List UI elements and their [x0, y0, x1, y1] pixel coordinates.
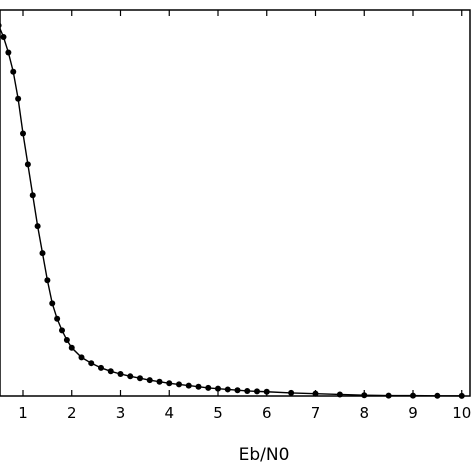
data-point: [5, 49, 12, 56]
data-point: [215, 385, 221, 392]
data-point: [195, 383, 202, 390]
x-tick-label: 10: [452, 404, 471, 422]
data-point: [224, 386, 231, 393]
data-point: [410, 392, 416, 399]
data-point: [254, 388, 260, 395]
data-point: [98, 364, 104, 371]
data-point: [117, 371, 124, 377]
data-point: [24, 161, 31, 168]
data-point: [176, 381, 182, 388]
series-points: [0, 22, 465, 399]
x-tick-label: 8: [359, 404, 369, 422]
x-tick-label: 3: [116, 404, 126, 422]
x-axis-ticks: [22, 10, 463, 396]
data-point: [34, 223, 41, 230]
data-point: [107, 368, 114, 375]
data-point: [185, 382, 192, 389]
x-tick-label: 9: [408, 404, 418, 422]
data-point: [49, 300, 56, 307]
data-point: [10, 68, 17, 75]
x-axis-tick-labels: 1 2 3 4 5 6 7 8 9 10: [18, 404, 471, 422]
plot-area-frame: [0, 9, 471, 397]
x-tick-label: 4: [164, 404, 174, 422]
data-point: [156, 378, 163, 385]
x-tick-label: 1: [18, 404, 28, 422]
data-point: [385, 392, 392, 399]
x-tick-label: 7: [311, 404, 321, 422]
data-point: [15, 95, 22, 102]
data-point: [0, 22, 2, 29]
x-tick-label: 6: [262, 404, 272, 422]
data-point: [205, 384, 212, 391]
data-point: [244, 387, 251, 394]
data-point: [234, 387, 241, 394]
data-point: [137, 375, 143, 382]
data-point: [263, 388, 270, 395]
data-point: [127, 373, 134, 380]
data-point: [458, 392, 465, 399]
data-point: [336, 391, 343, 398]
data-point: [44, 277, 51, 284]
data-point: [312, 390, 319, 397]
data-point: [88, 360, 95, 367]
series-line: [0, 26, 462, 397]
data-point: [288, 389, 295, 396]
data-point: [29, 192, 36, 199]
data-point: [434, 392, 441, 399]
x-tick-label: 2: [67, 404, 77, 422]
data-point: [166, 380, 173, 387]
data-point: [146, 377, 153, 384]
data-point: [54, 315, 61, 322]
x-axis-label: Eb/N0: [239, 445, 290, 465]
x-tick-label: 5: [213, 404, 223, 422]
data-point: [0, 34, 7, 41]
data-point: [39, 250, 46, 257]
data-point: [59, 327, 65, 334]
data-point: [20, 130, 26, 137]
data-point: [361, 392, 368, 399]
data-point: [68, 344, 75, 351]
data-point: [63, 337, 70, 344]
data-point: [78, 354, 85, 361]
